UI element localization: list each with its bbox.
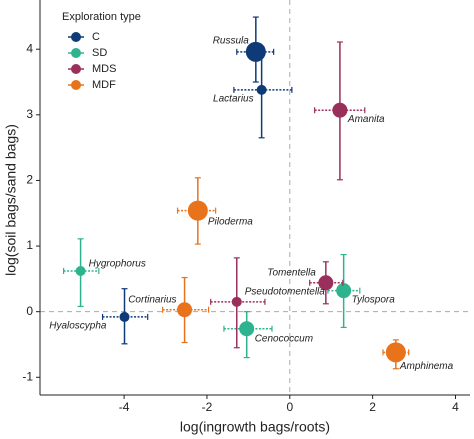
point	[318, 275, 334, 291]
x-tick-label: 4	[452, 400, 459, 414]
point-label: Cenococcum	[255, 333, 313, 344]
point-label: Piloderma	[208, 216, 253, 227]
point-label: Tomentella	[267, 267, 316, 278]
point-label: Hyaloscypha	[49, 321, 107, 332]
x-tick-label: -4	[119, 400, 130, 414]
legend-label: MDF	[92, 79, 116, 91]
point	[256, 84, 267, 95]
y-tick-label: 4	[26, 41, 33, 55]
point-label: Russula	[213, 35, 250, 46]
y-tick-label: 0	[26, 304, 33, 318]
legend-marker	[71, 32, 81, 42]
point-label: Lactarius	[213, 94, 254, 105]
point	[177, 302, 193, 318]
legend-label: MDS	[92, 63, 116, 75]
point-label: Amphinema	[399, 361, 454, 372]
point	[119, 311, 130, 322]
x-tick-label: 0	[286, 400, 293, 414]
legend-marker	[71, 48, 81, 58]
point	[239, 321, 255, 337]
y-tick-label: 3	[26, 107, 33, 121]
point-label: Cortinarius	[128, 294, 176, 305]
point-label: Tylospora	[352, 294, 396, 305]
point-label: Pseudotomentella	[245, 286, 325, 297]
point-label: Hygrophorus	[89, 259, 146, 270]
point	[332, 102, 348, 118]
legend-title: Exploration type	[62, 11, 141, 23]
y-tick-label: 1	[26, 238, 33, 252]
point	[187, 200, 208, 221]
point	[75, 265, 86, 276]
legend-label: SD	[92, 47, 107, 59]
point	[231, 296, 242, 307]
y-axis-title: log(soil bags/sand bags)	[3, 124, 19, 276]
x-tick-label: -2	[202, 400, 213, 414]
point-label: Amanita	[347, 114, 385, 125]
point	[385, 342, 406, 363]
legend-label: C	[92, 31, 100, 43]
legend-marker	[71, 80, 81, 90]
x-tick-label: 2	[369, 400, 376, 414]
x-axis-title: log(ingrowth bags/roots)	[180, 419, 330, 435]
legend-marker	[71, 64, 81, 74]
point	[336, 283, 352, 299]
y-tick-label: -1	[22, 369, 33, 383]
y-tick-label: 2	[26, 173, 33, 187]
